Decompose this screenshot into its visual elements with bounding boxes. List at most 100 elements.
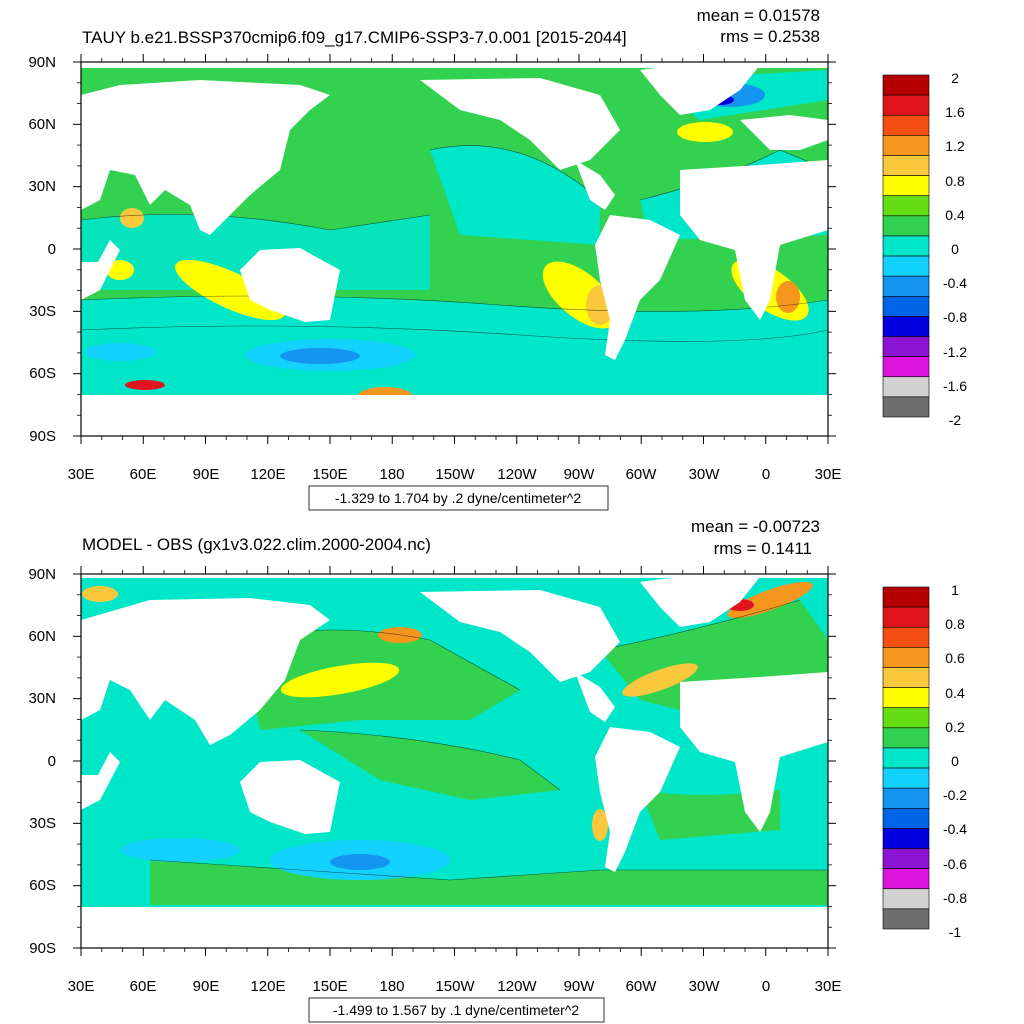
panel-2-colorbar-label: -0.6 bbox=[943, 856, 967, 872]
panel-2-colorbar-label: -0.4 bbox=[943, 821, 967, 837]
panel-1-xtick-label: 120E bbox=[250, 466, 285, 483]
panel-1-xtick-label: 0 bbox=[762, 466, 770, 483]
colorbar-segment bbox=[882, 848, 930, 869]
panel-2-title: MODEL - OBS (gx1v3.022.clim.2000-2004.nc… bbox=[82, 535, 431, 554]
panel-2-field-yellow-kuroshio bbox=[280, 662, 400, 698]
panel-1-xtick-label: 30W bbox=[689, 466, 721, 483]
colorbar-segment bbox=[882, 235, 930, 257]
panel-1-contour-info-box bbox=[308, 485, 609, 511]
panel-1-xtick-label: 150E bbox=[312, 466, 347, 483]
colorbar-segment bbox=[882, 747, 930, 769]
panel-1-mean: mean = 0.01578 bbox=[697, 6, 820, 25]
panel-1: TAUY b.e21.BSSP370cmip6.f09_g17.CMIP6-SS… bbox=[28, 6, 967, 511]
panel-2-rms: rms = 0.1411 bbox=[714, 539, 812, 558]
colorbar-segment bbox=[882, 295, 930, 317]
panel-1-colorbar: 2 1.6 1.2 0.8 0.4 0 -0.4 -0.8 -1.2 -1.6 … bbox=[882, 70, 967, 428]
panel-1-xtick-label: 90E bbox=[193, 466, 220, 483]
panel-2-field-green-so bbox=[150, 860, 828, 905]
panel-1-colorbar-label: -1.2 bbox=[943, 344, 967, 360]
panel-1-colorbar-label: 1.6 bbox=[945, 104, 965, 120]
panel-1-field-yellow-australia bbox=[175, 259, 285, 321]
panel-2-colorbar-label: 0.2 bbox=[945, 719, 965, 735]
colorbar-segment bbox=[882, 336, 930, 357]
panel-1-y-axis: 90N 60N 30N 0 30S 60S 90S bbox=[28, 54, 836, 445]
colorbar-segment bbox=[882, 275, 930, 297]
panel-1-xtick-label: 180 bbox=[379, 466, 404, 483]
panel-2-ytick-label: 60S bbox=[29, 877, 56, 894]
colorbar-segment bbox=[882, 707, 930, 729]
panel-1-colorbar-label: -0.8 bbox=[943, 309, 967, 325]
colorbar-segment bbox=[882, 787, 930, 809]
panel-2-ytick-label: 60N bbox=[28, 628, 56, 645]
panel-1-ytick-label: 60S bbox=[29, 365, 56, 382]
panel-2-colorbar-label: 0.8 bbox=[945, 616, 965, 632]
panel-2-colorbar-label: 0.6 bbox=[945, 650, 965, 666]
panel-2-field-yellow-gulfstream bbox=[622, 663, 698, 697]
panel-1-x-axis: 30E 60E 90E 120E 150E 180 150W 120W 90W … bbox=[68, 54, 842, 483]
panel-2-y-axis: 90N 60N 30N 0 30S 60S 90S bbox=[28, 566, 836, 957]
panel-1-ytick-label: 30S bbox=[29, 303, 56, 320]
colorbar-segment bbox=[882, 255, 930, 277]
colorbar-segment bbox=[882, 667, 930, 688]
panel-2-xtick-label: 60W bbox=[626, 978, 658, 995]
panel-2-field-yellow-chile bbox=[592, 809, 608, 841]
panel-1-colorbar-label: -2 bbox=[949, 412, 962, 428]
colorbar-segment bbox=[882, 767, 930, 789]
colorbar-segment bbox=[882, 74, 930, 96]
panel-2-xtick-label: 90W bbox=[564, 978, 596, 995]
colorbar-segment bbox=[882, 888, 930, 910]
panel-2-contours bbox=[149, 599, 828, 881]
panel-1-field-orange-somali bbox=[120, 208, 144, 228]
panel-2: MODEL - OBS (gx1v3.022.clim.2000-2004.nc… bbox=[28, 517, 967, 1023]
panel-1-field-cyan-npac bbox=[430, 145, 600, 245]
panel-1-ytick-label: 90S bbox=[29, 428, 56, 445]
panel-1-field-blue-io bbox=[85, 343, 155, 361]
panel-2-map bbox=[81, 574, 828, 948]
panel-1-field-orange-benguela bbox=[776, 281, 800, 313]
panel-1-title: TAUY b.e21.BSSP370cmip6.f09_g17.CMIP6-SS… bbox=[82, 28, 627, 47]
panel-1-xtick-label: 60W bbox=[626, 466, 658, 483]
panel-2-mean: mean = -0.00723 bbox=[691, 517, 820, 536]
panel-1-xtick-label: 60E bbox=[130, 466, 157, 483]
panel-2-xtick-label: 150E bbox=[312, 978, 347, 995]
panel-1-colorbar-label: 0 bbox=[951, 241, 959, 257]
panel-2-colorbar-label: 0 bbox=[951, 753, 959, 769]
panel-2-colorbar-label: 1 bbox=[951, 582, 959, 598]
colorbar-segment bbox=[882, 727, 930, 749]
panel-2-xtick-label: 60E bbox=[130, 978, 157, 995]
colorbar-segment bbox=[882, 155, 930, 176]
panel-2-xtick-label: 90E bbox=[193, 978, 220, 995]
panel-2-ytick-label: 30N bbox=[28, 690, 56, 707]
panel-1-field-cyan-tropics bbox=[81, 214, 430, 290]
colorbar-segment bbox=[882, 376, 930, 398]
panel-1-colorbar-label: 1.2 bbox=[945, 138, 965, 154]
panel-2-colorbar-label: 0.4 bbox=[945, 685, 965, 701]
panel-2-contour-info: -1.499 to 1.567 by .1 dyne/centimeter^2 bbox=[333, 1002, 579, 1018]
panel-1-ytick-label: 60N bbox=[28, 116, 56, 133]
panel-1-field-blue-so-core bbox=[280, 348, 360, 364]
panel-1-colorbar-label: -1.6 bbox=[943, 378, 967, 394]
colorbar-segment bbox=[882, 626, 930, 648]
panel-2-xtick-label: 120W bbox=[497, 978, 537, 995]
colorbar-segment bbox=[882, 908, 930, 930]
panel-2-colorbar-label: -1 bbox=[949, 924, 962, 940]
panel-2-xtick-label: 120E bbox=[250, 978, 285, 995]
panel-2-land bbox=[81, 574, 828, 948]
panel-2-colorbar-label: -0.2 bbox=[943, 787, 967, 803]
colorbar-segment bbox=[882, 828, 930, 849]
panel-1-xtick-label: 30E bbox=[815, 466, 842, 483]
panel-1-ytick-label: 90N bbox=[28, 54, 56, 71]
panel-2-ytick-label: 90S bbox=[29, 940, 56, 957]
panel-1-colorbar-label: 2 bbox=[951, 70, 959, 86]
panel-2-colorbar-label: -0.8 bbox=[943, 890, 967, 906]
colorbar-segment bbox=[882, 807, 930, 829]
panel-1-ytick-label: 0 bbox=[48, 241, 56, 258]
panel-1-field-cyan-south bbox=[81, 296, 828, 400]
panel-1-colorbar-label: 0.8 bbox=[945, 173, 965, 189]
panel-1-ytick-label: 30N bbox=[28, 178, 56, 195]
panel-1-colorbar-label: 0.4 bbox=[945, 207, 965, 223]
colorbar-segment bbox=[882, 606, 930, 628]
panel-2-xtick-label: 0 bbox=[762, 978, 770, 995]
panel-1-map bbox=[81, 62, 828, 436]
